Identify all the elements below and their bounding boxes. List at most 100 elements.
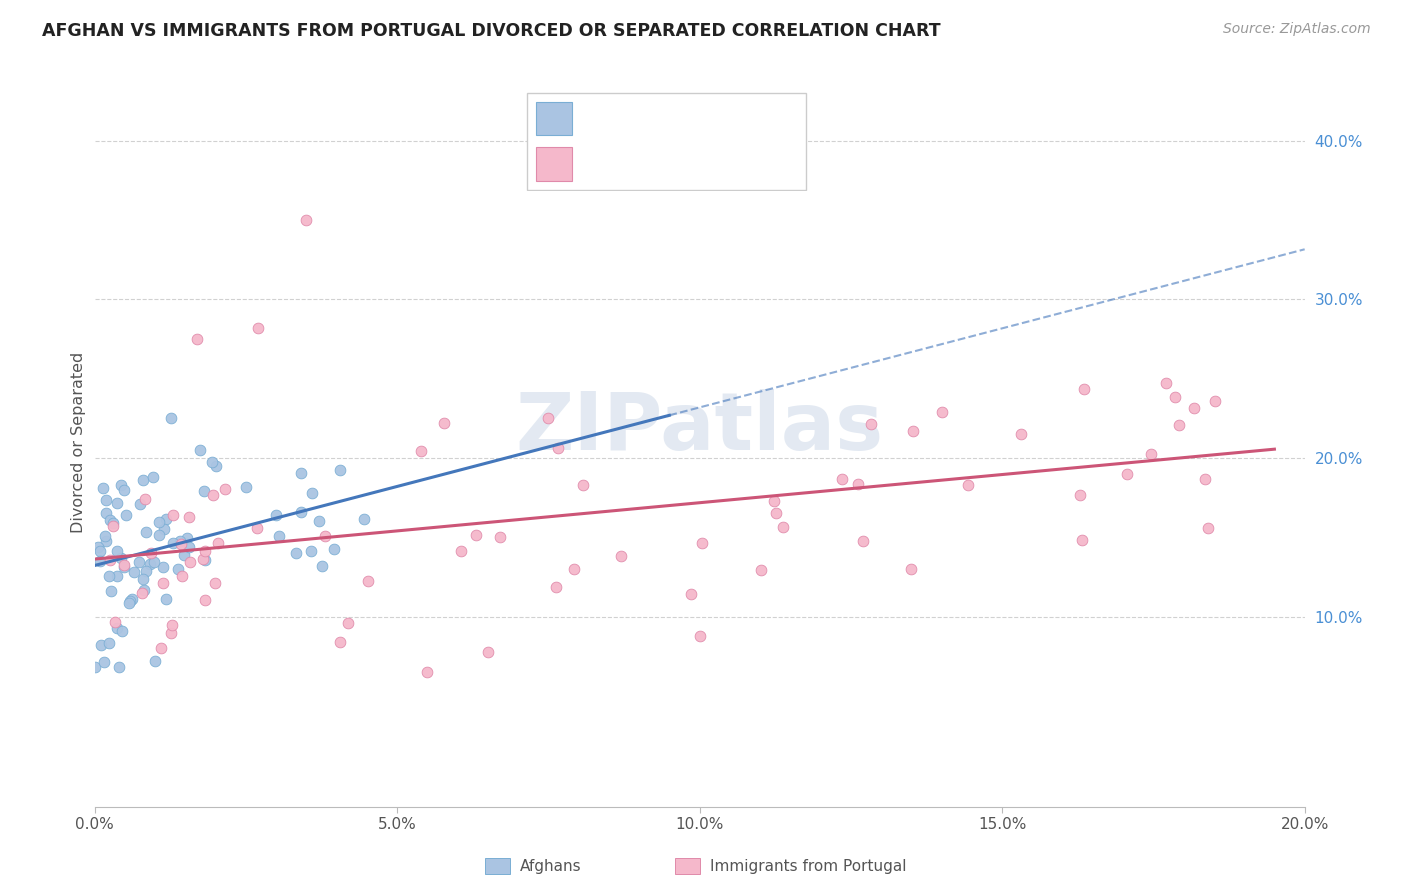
Point (93, 529, 115, 543)
Point (931, 405, 953, 419)
Point (87, 541, 110, 555)
Point (860, 417, 883, 431)
Point (112, 560, 135, 574)
Point (112, 558, 135, 573)
Point (160, 626, 183, 640)
Point (160, 618, 183, 632)
Y-axis label: Divorced or Separated: Divorced or Separated (72, 351, 86, 533)
Point (1194, 471, 1216, 485)
Point (328, 463, 350, 477)
Point (148, 528, 170, 542)
Point (152, 522, 174, 536)
Point (489, 530, 512, 544)
Point (129, 497, 152, 511)
Point (104, 615, 127, 629)
Point (547, 441, 569, 455)
Point (900, 562, 922, 576)
Point (105, 543, 128, 558)
Point (450, 544, 472, 558)
Point (176, 532, 198, 546)
Point (957, 478, 980, 492)
Text: AFGHAN VS IMMIGRANTS FROM PORTUGAL DIVORCED OR SEPARATED CORRELATION CHART: AFGHAN VS IMMIGRANTS FROM PORTUGAL DIVOR… (42, 22, 941, 40)
Point (204, 458, 226, 473)
Point (191, 551, 214, 566)
Point (207, 536, 229, 550)
Point (111, 624, 134, 638)
Point (98, 513, 121, 527)
Point (152, 575, 174, 590)
Point (1154, 376, 1177, 390)
Point (264, 508, 287, 522)
Point (131, 586, 153, 600)
Point (901, 424, 924, 438)
Point (692, 536, 714, 550)
Point (84, 660, 107, 674)
Point (170, 569, 193, 583)
Point (169, 533, 191, 548)
Point (772, 520, 794, 534)
Point (204, 576, 226, 591)
Point (89, 544, 111, 558)
Point (124, 565, 146, 579)
Point (311, 558, 333, 573)
Point (179, 540, 201, 554)
Point (100, 583, 122, 598)
Point (537, 411, 560, 425)
Point (134, 491, 156, 506)
Point (103, 519, 125, 533)
Point (194, 592, 217, 607)
Point (1140, 447, 1163, 461)
Point (94, 492, 117, 507)
Point (214, 482, 236, 496)
Point (689, 629, 711, 643)
Point (572, 478, 595, 492)
Point (301, 543, 323, 558)
Point (194, 543, 217, 558)
Point (409, 444, 432, 458)
Text: Source: ZipAtlas.com: Source: ZipAtlas.com (1223, 22, 1371, 37)
Point (336, 615, 359, 630)
Point (105, 621, 128, 635)
Point (610, 549, 633, 563)
Point (1197, 521, 1219, 535)
Text: ZIPatlas: ZIPatlas (516, 389, 884, 467)
Point (186, 332, 208, 346)
Point (105, 496, 128, 510)
Point (167, 561, 190, 575)
Point (322, 542, 344, 557)
Point (357, 574, 380, 588)
Point (100, 553, 122, 567)
Point (831, 472, 853, 486)
Point (132, 572, 155, 586)
Point (89, 554, 111, 568)
Point (1010, 427, 1032, 442)
Point (93, 655, 115, 669)
Point (142, 555, 165, 569)
Point (851, 534, 873, 549)
Point (155, 512, 177, 526)
Point (107, 660, 129, 674)
Point (135, 564, 157, 578)
Point (295, 213, 318, 227)
Point (91, 481, 114, 495)
Point (143, 654, 166, 668)
Text: Afghans: Afghans (520, 859, 582, 873)
Point (98, 635, 121, 649)
Point (179, 510, 201, 524)
Point (132, 473, 155, 487)
Point (188, 442, 211, 457)
Point (155, 591, 177, 606)
Point (308, 514, 330, 528)
Point (148, 515, 170, 529)
Point (846, 477, 869, 491)
Point (765, 506, 787, 520)
Point (142, 469, 165, 483)
Point (200, 455, 222, 469)
Point (139, 557, 162, 571)
Point (1163, 390, 1185, 404)
Point (1115, 467, 1137, 481)
Point (1168, 417, 1191, 432)
Point (564, 562, 586, 576)
Point (150, 641, 173, 656)
Point (416, 665, 439, 680)
